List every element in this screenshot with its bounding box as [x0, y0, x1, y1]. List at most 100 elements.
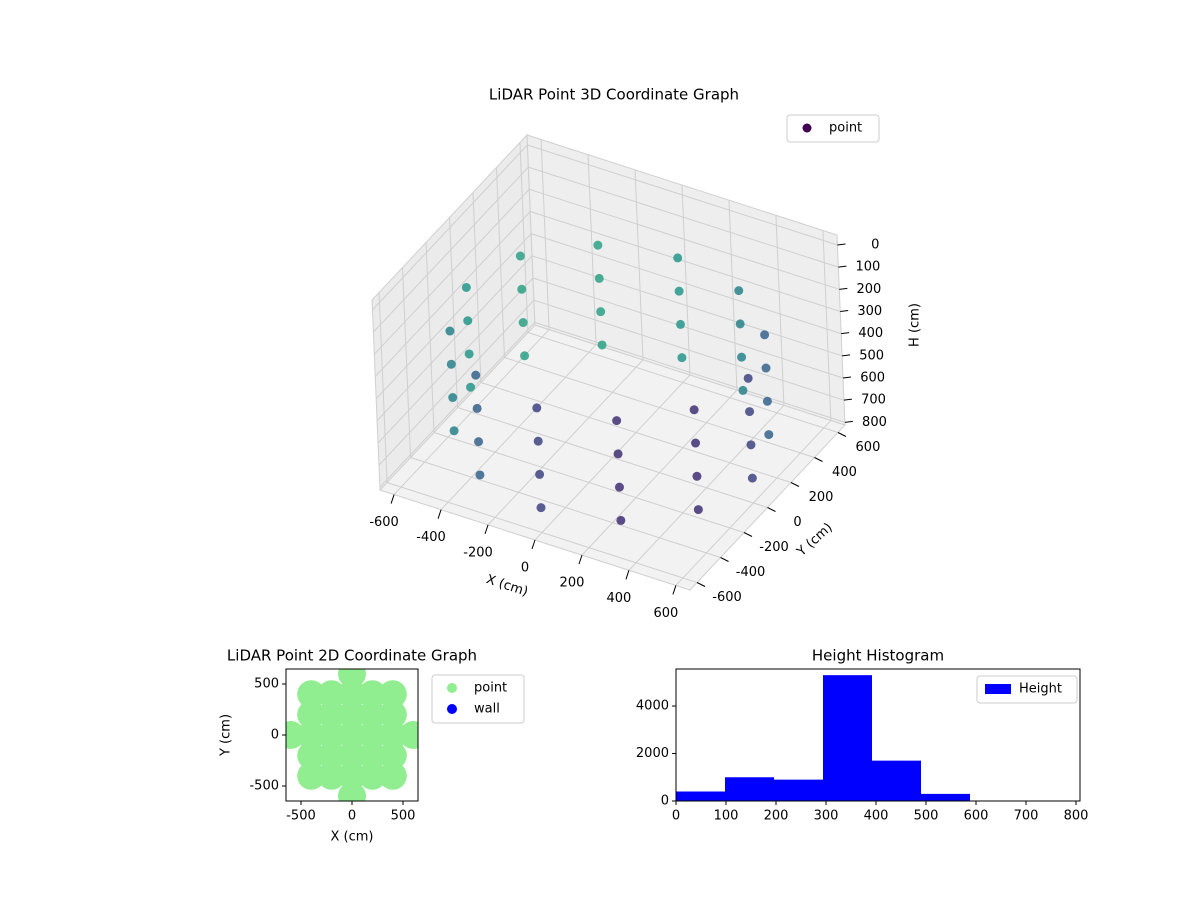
x-tick-label: -500 — [286, 809, 316, 824]
data-point — [446, 359, 456, 369]
data-point — [317, 741, 346, 770]
data-point — [597, 340, 607, 350]
data-point — [515, 251, 525, 261]
grid-line — [379, 321, 536, 488]
data-point — [614, 482, 624, 492]
x-tick-label: 0 — [348, 809, 356, 824]
bar — [823, 675, 872, 801]
x-tick-label: -400 — [416, 530, 446, 545]
grid-line — [378, 299, 535, 466]
grid-line — [457, 407, 768, 508]
y-tick-label: -200 — [759, 540, 789, 555]
grid-line — [532, 277, 844, 379]
tick-mark — [840, 309, 849, 312]
x-tick-label: 400 — [607, 591, 632, 606]
data-point — [338, 680, 366, 709]
data-point — [673, 253, 683, 263]
data-point — [297, 680, 326, 709]
y-tick-label: 0 — [793, 515, 801, 530]
legend-marker — [447, 683, 457, 693]
x-tick-label: 500 — [391, 809, 416, 824]
data-point — [677, 353, 687, 363]
legend-frame — [786, 114, 880, 143]
data-point — [593, 240, 603, 250]
tick-mark — [696, 582, 706, 587]
tick-mark — [844, 420, 853, 423]
grid-line — [377, 277, 534, 444]
x-tick-label: 800 — [1064, 809, 1089, 824]
y-tick-label: 2000 — [636, 746, 669, 761]
data-point — [338, 761, 366, 790]
data-point — [449, 426, 459, 436]
tick-mark — [743, 532, 753, 537]
tick-mark — [672, 585, 677, 595]
grid-line — [530, 211, 841, 312]
data-point — [691, 438, 701, 448]
data-point — [734, 286, 744, 296]
legend-marker — [802, 123, 812, 133]
data-point — [693, 505, 703, 515]
x-tick-label: 100 — [714, 809, 739, 824]
z-axis-label: H (cm) — [908, 303, 923, 347]
tick-mark — [767, 507, 776, 512]
data-point — [474, 437, 484, 447]
data-point — [472, 403, 482, 413]
data-point — [535, 469, 545, 479]
y-tick-label: 600 — [856, 440, 881, 455]
y-tick-label: -500 — [249, 779, 279, 794]
data-point — [737, 352, 747, 362]
y-tick-label: 500 — [254, 676, 279, 691]
x-tick-label: 600 — [964, 809, 989, 824]
y-tick-label: 400 — [832, 465, 857, 480]
data-point — [692, 471, 702, 481]
axes-frame — [675, 668, 1081, 802]
legend-marker — [985, 684, 1011, 694]
data-point — [378, 721, 407, 749]
data-point — [762, 396, 772, 406]
grid-line — [533, 299, 845, 401]
tick-mark — [842, 354, 851, 357]
data-point — [743, 373, 753, 383]
grid-line — [373, 188, 530, 355]
y-tick-label: 0 — [271, 728, 279, 743]
data-point — [378, 680, 407, 709]
data-point — [358, 680, 387, 709]
grid-line — [410, 457, 721, 558]
grid-line — [531, 255, 843, 357]
grid-line — [527, 144, 838, 246]
data-point — [613, 449, 623, 459]
data-point — [747, 473, 757, 483]
data-point — [475, 470, 485, 480]
data-point — [448, 393, 458, 403]
data-point — [358, 761, 387, 790]
grid-line — [376, 255, 533, 422]
tick-mark — [720, 557, 729, 562]
data-point — [676, 319, 686, 329]
data-point — [317, 680, 346, 709]
grid-line — [534, 321, 846, 423]
grid-line — [375, 233, 532, 400]
data-point — [378, 741, 407, 770]
z-tick-label: 800 — [862, 415, 887, 430]
x-axis-label: X (cm) — [484, 572, 530, 600]
data-point — [616, 515, 626, 525]
data-point — [464, 349, 474, 359]
legend-label: Height — [1019, 682, 1062, 697]
data-point — [594, 273, 604, 283]
data-point — [533, 436, 543, 446]
data-point — [317, 761, 346, 790]
grid-line — [372, 144, 528, 311]
legend-marker — [447, 704, 457, 714]
x-tick-label: 0 — [521, 561, 529, 576]
z-tick-label: 500 — [859, 348, 884, 363]
data-point — [463, 316, 473, 326]
z-tick-label: 700 — [861, 393, 886, 408]
data-point — [461, 282, 471, 292]
grid-line — [374, 211, 531, 377]
data-point — [378, 761, 407, 790]
bar — [774, 779, 823, 801]
tick-mark — [842, 376, 852, 379]
x-tick-label: 600 — [653, 606, 678, 621]
legend-label: wall — [474, 702, 500, 717]
